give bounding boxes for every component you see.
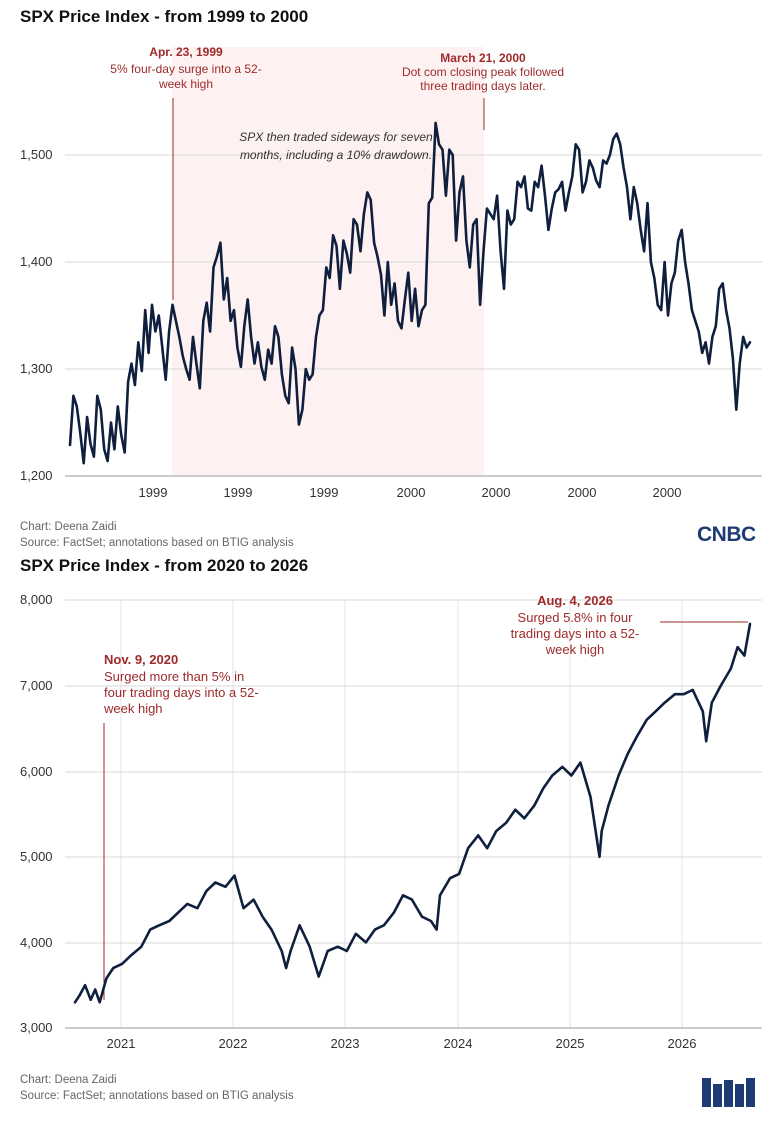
chart-1: SPX Price Index - from 1999 to 2000 1,20… xyxy=(20,7,762,549)
annotation-date: Nov. 9, 2020 xyxy=(104,652,178,667)
annotation-text: Surged 5.8% in four trading days into a 5… xyxy=(511,610,640,657)
chart-1-shaded-period xyxy=(172,47,484,475)
chart-1-line-series xyxy=(68,121,752,465)
x-tick-label: 2026 xyxy=(668,1036,697,1051)
y-tick-label: 7,000 xyxy=(20,678,53,693)
annotation-text: 5% four-day surge into a 52-week high xyxy=(110,62,261,91)
y-tick-label: 1,300 xyxy=(20,361,53,376)
y-tick-label: 5,000 xyxy=(20,849,53,864)
chart-1-title: SPX Price Index - from 1999 to 2000 xyxy=(20,7,308,26)
x-tick-label: 1999 xyxy=(139,485,168,500)
annotation-date: Aug. 4, 2026 xyxy=(537,593,613,608)
x-tick-label: 1999 xyxy=(224,485,253,500)
y-tick-label: 1,500 xyxy=(20,147,53,162)
annotation-text: SPX then traded sideways for seven months… xyxy=(239,130,433,162)
cnbc-logo: CNBC xyxy=(697,523,756,546)
x-tick-label: 2000 xyxy=(397,485,426,500)
chart-2-grid xyxy=(65,599,762,1029)
chart-2-title: SPX Price Index - from 2020 to 2026 xyxy=(20,556,308,575)
annotation-text: Dot com closing peak followed three tradi… xyxy=(402,65,564,93)
x-tick-label: 2000 xyxy=(568,485,597,500)
x-tick-label: 2023 xyxy=(331,1036,360,1051)
chart-2-line-series xyxy=(73,622,752,1004)
x-tick-label: 1999 xyxy=(310,485,339,500)
x-tick-label: 2022 xyxy=(219,1036,248,1051)
x-tick-label: 2000 xyxy=(482,485,511,500)
annotation-nov-2020: Nov. 9, 2020 Surged more than 5% in four … xyxy=(103,652,259,716)
annotation-apr-1999: Apr. 23, 1999 5% four-day surge into a 5… xyxy=(110,45,261,91)
x-tick-label: 2025 xyxy=(556,1036,585,1051)
chart-2: SPX Price Index - from 2020 to 2026 3,00… xyxy=(20,556,762,1107)
chart-1-source: Source: FactSet; annotations based on BT… xyxy=(20,537,294,549)
chart-1-x-ticks: 1999 1999 1999 2000 2000 2000 2000 xyxy=(139,485,682,500)
annotation-text: Surged more than 5% in four trading days … xyxy=(103,669,259,716)
chart-1-grid xyxy=(65,154,762,477)
y-tick-label: 3,000 xyxy=(20,1020,53,1035)
y-tick-label: 6,000 xyxy=(20,764,53,779)
annotation-sideways: SPX then traded sideways for seven months… xyxy=(239,130,433,162)
chart-1-y-ticks: 1,200 1,300 1,400 1,500 xyxy=(20,147,53,483)
y-tick-label: 4,000 xyxy=(20,935,53,950)
chart-1-author: Chart: Deena Zaidi xyxy=(20,521,117,533)
annotation-date: March 21, 2000 xyxy=(440,51,526,65)
series-line xyxy=(68,121,752,465)
annotation-aug-2026: Aug. 4, 2026 Surged 5.8% in four trading … xyxy=(511,593,640,657)
y-tick-label: 1,200 xyxy=(20,468,53,483)
cnbc-logo-partial xyxy=(702,1078,755,1107)
x-tick-label: 2000 xyxy=(653,485,682,500)
chart-2-y-ticks: 3,000 4,000 5,000 6,000 7,000 8,000 xyxy=(20,592,53,1035)
chart-2-author: Chart: Deena Zaidi xyxy=(20,1074,117,1086)
y-tick-label: 8,000 xyxy=(20,592,53,607)
chart-2-x-ticks: 2021 2022 2023 2024 2025 2026 xyxy=(107,1036,697,1051)
y-tick-label: 1,400 xyxy=(20,254,53,269)
x-tick-label: 2024 xyxy=(444,1036,473,1051)
series-line xyxy=(73,622,752,1004)
chart-2-source: Source: FactSet; annotations based on BT… xyxy=(20,1090,294,1102)
annotation-date: Apr. 23, 1999 xyxy=(149,45,223,59)
annotation-mar-2000: March 21, 2000 Dot com closing peak foll… xyxy=(402,51,564,93)
x-tick-label: 2021 xyxy=(107,1036,136,1051)
